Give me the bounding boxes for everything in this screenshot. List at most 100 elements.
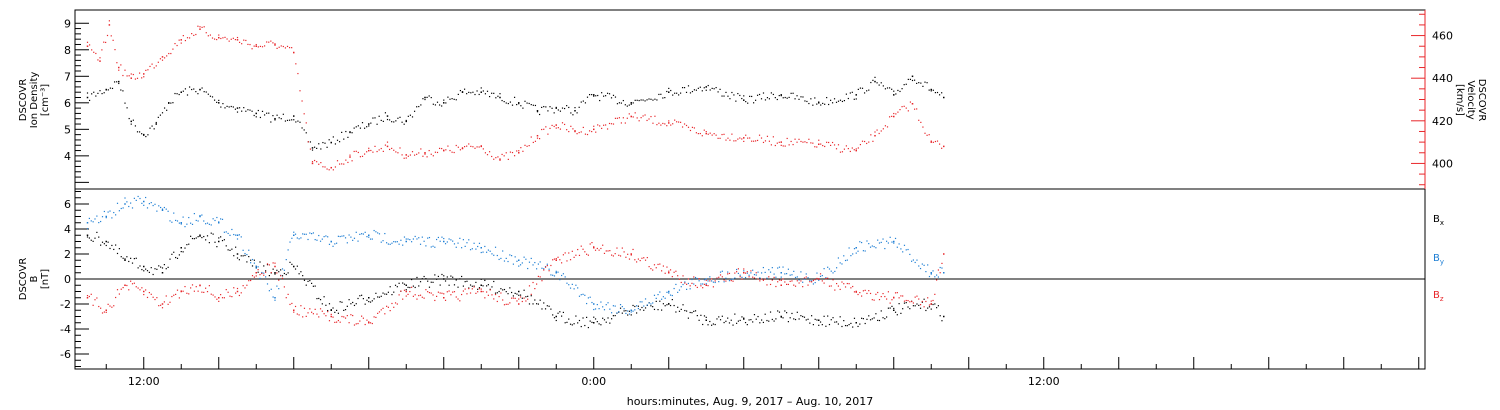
- by-series-sample: [694, 276, 697, 279]
- bx-series-sample: [782, 317, 784, 319]
- bz-series-point: [630, 253, 632, 255]
- velocity-series-sample: [876, 129, 878, 131]
- density-series-sample: [366, 126, 368, 128]
- density-series-sample: [843, 99, 846, 102]
- by-series-sample: [293, 231, 295, 233]
- by-series-sample: [251, 258, 254, 261]
- bx-series-sample: [229, 249, 231, 251]
- density-series-point: [218, 102, 220, 104]
- bz-series-sample: [98, 305, 100, 308]
- density-series-sample: [786, 97, 788, 99]
- bx-series-point: [443, 278, 445, 280]
- density-series-sample: [470, 92, 472, 94]
- bz-series-sample: [450, 294, 452, 296]
- density-series-sample: [766, 97, 769, 99]
- velocity-series-point: [930, 141, 932, 143]
- bx-series-sample: [205, 239, 207, 241]
- bz-series-sample: [586, 253, 588, 255]
- bx-series-sample: [550, 308, 552, 310]
- by-series-sample: [373, 229, 375, 232]
- bx-series-sample: [555, 319, 557, 322]
- density-series-sample: [368, 125, 370, 127]
- bz-series-sample: [289, 303, 291, 306]
- density-series-point: [368, 123, 370, 125]
- bx-series-sample: [639, 309, 641, 311]
- bx-series-sample: [246, 261, 248, 263]
- bz-series-sample: [652, 269, 654, 271]
- bx-series-point: [593, 322, 595, 324]
- velocity-series-sample: [386, 141, 389, 143]
- bz-series-sample: [782, 278, 784, 280]
- bz-series-sample: [780, 279, 782, 281]
- density-series-sample: [172, 102, 174, 104]
- density-series-sample: [457, 93, 459, 96]
- bz-series-sample: [154, 298, 156, 301]
- velocity-series-sample: [603, 124, 605, 126]
- density-series-sample: [574, 107, 576, 109]
- density-series-sample: [163, 107, 166, 109]
- density-series-sample: [839, 99, 842, 101]
- bz-series-sample: [912, 302, 914, 304]
- velocity-series-sample: [624, 122, 626, 124]
- density-series-sample: [884, 88, 887, 90]
- velocity-series-sample: [792, 143, 794, 146]
- velocity-series-sample: [626, 117, 628, 119]
- density-series-point: [705, 86, 707, 88]
- bx-series-sample: [366, 299, 368, 301]
- velocity-series-sample: [193, 34, 195, 36]
- velocity-series-sample: [646, 119, 648, 122]
- bz-series-sample: [628, 258, 631, 260]
- bz-series-sample: [698, 278, 700, 280]
- velocity-series-sample: [652, 122, 654, 124]
- bz-series-sample: [471, 288, 473, 290]
- velocity-series-sample: [97, 59, 99, 61]
- by-series-sample: [100, 220, 102, 223]
- velocity-series-sample: [654, 115, 656, 117]
- by-series-sample: [798, 279, 800, 281]
- velocity-series-point: [143, 73, 145, 75]
- density-series-sample: [701, 90, 703, 92]
- velocity-series-sample: [416, 153, 418, 155]
- by-series-sample: [521, 262, 523, 264]
- velocity-series-sample: [717, 137, 719, 139]
- by-series-sample: [428, 236, 431, 239]
- velocity-series-sample: [530, 136, 532, 138]
- density-series-sample: [820, 104, 822, 106]
- by-series-sample: [250, 262, 252, 264]
- legend-subscript: x: [1440, 219, 1444, 227]
- density-series-sample: [224, 107, 226, 109]
- density-series-sample: [416, 106, 418, 108]
- density-axis-label-line: Ion Density: [29, 72, 40, 129]
- bz-series-sample: [305, 315, 307, 317]
- velocity-series-sample: [130, 73, 132, 75]
- bx-series-sample: [737, 320, 739, 322]
- bz-series-sample: [238, 294, 240, 297]
- bz-series-sample: [839, 288, 841, 291]
- bx-series-sample: [594, 318, 597, 320]
- velocity-series-sample: [134, 78, 137, 80]
- bz-series-sample: [178, 297, 180, 299]
- density-series-sample: [338, 141, 341, 143]
- bx-series-sample: [115, 244, 117, 246]
- velocity-series-sample: [213, 38, 216, 40]
- by-series-sample: [216, 216, 218, 219]
- bz-series-sample: [594, 249, 597, 251]
- velocity-series-sample: [441, 147, 443, 150]
- velocity-series-sample: [307, 141, 309, 143]
- bx-series-sample: [846, 325, 848, 327]
- bz-series-point: [161, 303, 164, 305]
- bz-series-sample: [803, 277, 806, 279]
- density-series-sample: [193, 88, 195, 90]
- by-series-sample: [930, 273, 932, 275]
- velocity-series-sample: [470, 145, 472, 147]
- by-series-sample: [464, 245, 466, 247]
- bx-series-sample: [272, 268, 274, 270]
- density-series-sample: [497, 95, 499, 97]
- by-series-sample: [407, 238, 409, 240]
- bz-series-sample: [244, 287, 246, 289]
- density-series-sample: [782, 97, 784, 99]
- density-series-sample: [747, 102, 749, 104]
- bx-series-sample: [487, 284, 489, 286]
- bz-series-sample: [235, 292, 237, 294]
- bz-series-sample: [212, 294, 214, 296]
